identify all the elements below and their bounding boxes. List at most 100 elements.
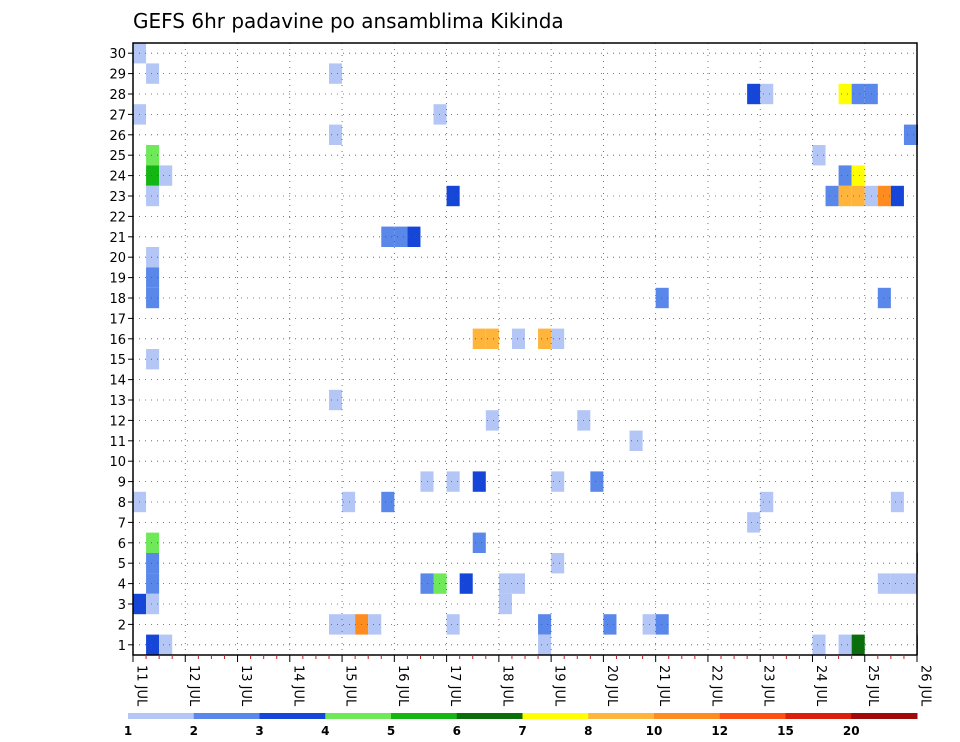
- cell-member-23-step-24: [446, 185, 460, 207]
- cell-member-2-step-36: [603, 614, 617, 635]
- colorbar-segment: [785, 713, 852, 719]
- y-tick-label: 4: [118, 578, 126, 593]
- y-tick-label: 6: [118, 537, 126, 552]
- chart-title: GEFS 6hr padavine po ansamblima Kikinda: [133, 9, 564, 33]
- cell-member-28-step-54: [838, 83, 852, 105]
- cell-member-23-step-57: [877, 185, 891, 207]
- cell-member-26-step-59: [903, 124, 917, 145]
- cell-member-16-step-29: [511, 328, 525, 349]
- colorbar-segment: [654, 713, 721, 719]
- cell-member-18-step-1: [146, 287, 160, 309]
- x-tick-label: 14 JUL: [290, 665, 305, 707]
- cell-member-8-step-19: [381, 491, 395, 513]
- cell-member-1-step-31: [538, 634, 552, 655]
- y-tick-label: 12: [109, 414, 126, 429]
- y-tick-label: 9: [118, 476, 126, 491]
- y-tick-label: 26: [109, 129, 126, 144]
- cell-member-23-step-1: [146, 185, 160, 207]
- x-tick-label: 25 JUL: [865, 665, 880, 707]
- cell-member-21-step-21: [407, 226, 421, 247]
- colorbar-segment: [588, 713, 655, 719]
- cell-member-19-step-1: [146, 267, 160, 288]
- cell-member-2-step-16: [342, 614, 356, 635]
- colorbar-label: 15: [777, 724, 794, 738]
- colorbar-segment: [522, 713, 589, 719]
- cell-member-9-step-35: [590, 471, 604, 492]
- cell-member-8-step-58: [890, 491, 904, 513]
- x-tick-label: 19 JUL: [552, 665, 567, 707]
- cell-member-24-step-55: [851, 165, 865, 186]
- colorbar-segment: [851, 713, 918, 719]
- y-tick-label: 5: [118, 557, 126, 572]
- grid-lines: [133, 43, 917, 655]
- cell-member-7-step-47: [747, 512, 761, 533]
- x-tick-label: 16 JUL: [395, 665, 410, 707]
- cell-member-18-step-40: [655, 287, 669, 309]
- y-tick-label: 23: [109, 190, 126, 205]
- colorbar-label: 10: [646, 724, 663, 738]
- cell-member-24-step-2: [159, 165, 173, 186]
- cell-member-4-step-59: [903, 573, 917, 594]
- cell-member-4-step-58: [890, 573, 904, 594]
- y-tick-label: 8: [118, 496, 126, 511]
- cell-member-6-step-26: [472, 532, 486, 553]
- y-tick-label: 25: [109, 149, 126, 164]
- data-cells: [133, 43, 918, 655]
- cell-member-1-step-52: [812, 634, 826, 655]
- cell-member-4-step-23: [433, 573, 447, 594]
- cell-member-4-step-1: [146, 573, 160, 594]
- cell-member-11-step-38: [629, 430, 643, 451]
- y-tick-label: 15: [109, 353, 126, 368]
- cell-member-28-step-55: [851, 83, 865, 105]
- cell-member-12-step-27: [485, 410, 499, 431]
- cell-member-27-step-23: [433, 104, 447, 125]
- x-tick-label: 13 JUL: [238, 665, 253, 707]
- cell-member-1-step-55: [851, 634, 865, 655]
- cell-member-5-step-1: [146, 553, 160, 574]
- x-tick-label: 15 JUL: [343, 665, 358, 707]
- cell-member-25-step-1: [146, 145, 160, 166]
- cell-member-9-step-32: [551, 471, 565, 492]
- cell-member-23-step-55: [851, 185, 865, 207]
- cell-member-2-step-18: [368, 614, 382, 635]
- cell-member-4-step-57: [877, 573, 891, 594]
- cell-member-1-step-2: [159, 634, 173, 655]
- cell-member-5-step-32: [551, 553, 565, 574]
- cell-member-23-step-54: [838, 185, 852, 207]
- cell-member-9-step-26: [472, 471, 486, 492]
- x-tick-label: 11 JUL: [134, 665, 149, 707]
- x-tick-label: 17 JUL: [447, 665, 462, 707]
- cell-member-1-step-1: [146, 634, 160, 655]
- y-tick-label: 11: [109, 435, 126, 450]
- cell-member-13-step-15: [329, 389, 343, 411]
- colorbar-label: 5: [387, 724, 395, 738]
- cell-member-2-step-31: [538, 614, 552, 635]
- cell-member-16-step-31: [538, 328, 552, 349]
- x-tick-label: 24 JUL: [813, 665, 828, 707]
- y-tick-label: 30: [109, 47, 126, 62]
- y-tick-label: 1: [118, 639, 126, 654]
- y-tick-label: 19: [109, 272, 126, 287]
- y-tick-label: 28: [109, 88, 126, 103]
- cell-member-2-step-40: [655, 614, 669, 635]
- cell-member-1-step-54: [838, 634, 852, 655]
- colorbar-segment: [391, 713, 458, 719]
- colorbar: 1 2 3 4 5 6 7 8 10 12 15 20: [124, 713, 918, 738]
- cell-member-26-step-15: [329, 124, 343, 145]
- colorbar-segment: [456, 713, 523, 719]
- cell-member-8-step-48: [760, 491, 774, 513]
- cell-member-21-step-19: [381, 226, 395, 247]
- cell-member-28-step-48: [760, 83, 774, 105]
- cell-member-29-step-15: [329, 63, 343, 84]
- y-axis: 1234567891011121314151617181920212223242…: [109, 47, 133, 654]
- colorbar-segment: [193, 713, 260, 719]
- x-tick-label: 21 JUL: [656, 665, 671, 707]
- cell-member-23-step-53: [825, 185, 839, 207]
- cell-member-24-step-1: [146, 165, 160, 186]
- colorbar-label: 1: [124, 724, 132, 738]
- y-tick-label: 2: [118, 618, 126, 633]
- cell-member-16-step-32: [551, 328, 565, 349]
- cell-member-25-step-52: [812, 145, 826, 166]
- colorbar-label: 4: [321, 724, 329, 738]
